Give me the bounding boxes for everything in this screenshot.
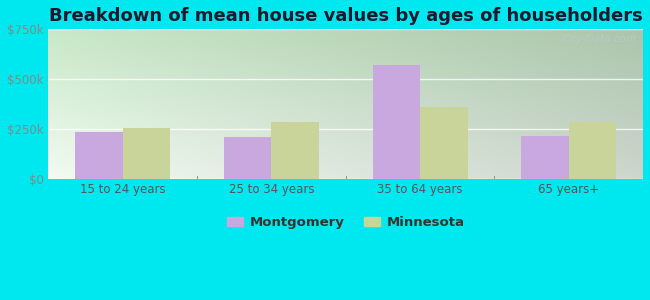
Bar bbox=[75, 132, 123, 178]
Bar bbox=[372, 65, 420, 178]
Title: Breakdown of mean house values by ages of householders: Breakdown of mean house values by ages o… bbox=[49, 7, 643, 25]
Bar bbox=[420, 107, 467, 178]
Bar bbox=[123, 128, 170, 178]
Legend: Montgomery, Minnesota: Montgomery, Minnesota bbox=[222, 211, 470, 235]
Bar bbox=[272, 122, 319, 178]
Bar bbox=[569, 122, 616, 178]
Bar bbox=[521, 136, 569, 178]
Bar bbox=[224, 137, 272, 178]
Text: City-Data.com: City-Data.com bbox=[563, 34, 637, 44]
